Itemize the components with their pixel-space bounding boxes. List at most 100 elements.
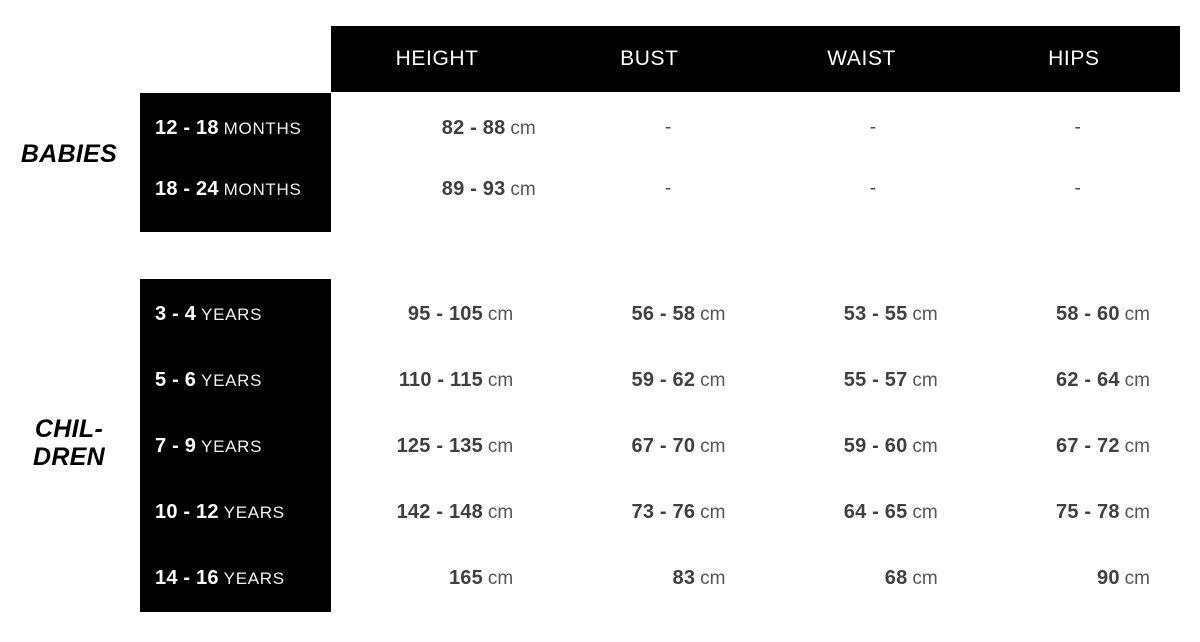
cell-value: 165 [448, 566, 483, 589]
group-name-children-line-2: DREN [32, 443, 106, 471]
cell-unit: cm [487, 567, 514, 589]
header-bar [331, 26, 1180, 92]
cell-height: 95 - 105 cm [331, 303, 543, 326]
row-label: 10 - 12 YEARS [140, 501, 331, 524]
cell-height: 82 - 88 cm [331, 117, 566, 140]
row-age-unit: YEARS [201, 370, 263, 390]
cell-value: 82 - 88 [441, 116, 506, 139]
cell-hips: - [975, 178, 1180, 200]
cell-value: 89 - 93 [441, 177, 506, 200]
cell-unit: cm [1124, 501, 1150, 523]
cell-bust: - [566, 178, 771, 200]
cell-waist: 55 - 57 cm [756, 369, 968, 392]
table-row: 10 - 12 YEARS 142 - 148 cm 73 - 76 cm 64 - … [140, 492, 1180, 532]
cell-value: 58 - 60 [1056, 302, 1120, 325]
cell-waist: 53 - 55 cm [756, 303, 968, 326]
row-age-value: 10 - 12 [155, 500, 219, 523]
cell-value: 83 [672, 566, 696, 589]
cell-value: - [869, 117, 877, 138]
cell-height: 142 - 148 cm [331, 501, 543, 524]
group-name-children-line-1: CHIL- [34, 415, 104, 443]
label-block-babies [140, 93, 331, 232]
cell-unit: cm [700, 303, 726, 325]
row-age-unit: YEARS [223, 568, 285, 588]
table-row: 14 - 16 YEARS 165 cm 83 cm 68 cm 90 cm [140, 558, 1180, 598]
cell-value: 67 - 70 [631, 434, 696, 457]
column-header-waist: WAIST [827, 47, 896, 70]
cell-unit: cm [700, 435, 726, 457]
row-label: 3 - 4 YEARS [140, 303, 331, 326]
cell-value: 67 - 72 [1056, 434, 1120, 457]
column-header-hips: HIPS [1048, 47, 1100, 70]
row-label: 14 - 16 YEARS [140, 567, 331, 590]
cell-value: 56 - 58 [631, 302, 696, 325]
cell-unit: cm [1124, 567, 1150, 589]
cell-value: 59 - 60 [843, 434, 908, 457]
cell-height: 110 - 115 cm [331, 369, 543, 392]
row-age-unit: YEARS [201, 304, 263, 324]
cell-value: 53 - 55 [843, 302, 908, 325]
cell-height: 125 - 135 cm [331, 435, 543, 458]
group-name-babies-line-1: BABIES [20, 140, 118, 168]
row-cells: 110 - 115 cm 59 - 62 cm 55 - 57 cm 62 - 64 c… [331, 360, 1180, 400]
cell-waist: - [771, 117, 976, 139]
cell-value: 73 - 76 [631, 500, 696, 523]
column-header-row: HEIGHT BUST WAIST HIPS [331, 26, 1180, 92]
cell-value: 90 [1097, 566, 1120, 589]
cell-unit: cm [487, 501, 514, 523]
cell-value: - [1074, 117, 1081, 138]
row-age-unit: MONTHS [223, 118, 302, 138]
cell-waist: 59 - 60 cm [756, 435, 968, 458]
cell-hips: - [975, 117, 1180, 139]
cell-unit: cm [1124, 303, 1150, 325]
cell-unit: cm [487, 435, 514, 457]
cell-hips: 67 - 72 cm [968, 435, 1180, 458]
cell-hips: 58 - 60 cm [968, 303, 1180, 326]
cell-unit: cm [487, 369, 514, 391]
cell-hips: 90 cm [968, 567, 1180, 590]
cell-waist: 68 cm [756, 567, 968, 590]
cell-unit: cm [700, 567, 726, 589]
cell-unit: cm [510, 178, 536, 200]
row-age-unit: MONTHS [223, 179, 302, 199]
row-cells: 165 cm 83 cm 68 cm 90 cm [331, 558, 1180, 598]
cell-waist: 64 - 65 cm [756, 501, 968, 524]
cell-bust: 83 cm [543, 567, 755, 590]
label-block-children [140, 279, 331, 612]
row-age-unit: YEARS [201, 436, 263, 456]
cell-unit: cm [912, 435, 938, 457]
cell-value: 125 - 135 [396, 434, 483, 457]
cell-value: - [1074, 178, 1081, 199]
cell-hips: 62 - 64 cm [968, 369, 1180, 392]
cell-bust: 59 - 62 cm [543, 369, 755, 392]
column-header-height: HEIGHT [395, 47, 479, 70]
table-row: 18 - 24 MONTHS 89 - 93 cm - - - [140, 169, 1180, 209]
cell-value: 142 - 148 [396, 500, 483, 523]
row-cells: 125 - 135 cm 67 - 70 cm 59 - 60 cm 67 - 72 c… [331, 426, 1180, 466]
cell-bust: 67 - 70 cm [543, 435, 755, 458]
table-row: 12 - 18 MONTHS 82 - 88 cm - - - [140, 108, 1180, 148]
row-age-value: 14 - 16 [155, 566, 219, 589]
row-label: 12 - 18 MONTHS [140, 117, 331, 140]
cell-unit: cm [510, 117, 536, 139]
cell-unit: cm [487, 303, 514, 325]
cell-value: 62 - 64 [1056, 368, 1120, 391]
group-name-babies: BABIES [0, 140, 138, 168]
cell-value: 68 [884, 566, 908, 589]
cell-height: 165 cm [331, 567, 543, 590]
row-label: 5 - 6 YEARS [140, 369, 331, 392]
cell-value: 55 - 57 [843, 368, 908, 391]
row-cells: 142 - 148 cm 73 - 76 cm 64 - 65 cm 75 - 78 c… [331, 492, 1180, 532]
cell-bust: - [566, 117, 771, 139]
row-cells: 95 - 105 cm 56 - 58 cm 53 - 55 cm 58 - 60 cm [331, 294, 1180, 334]
cell-unit: cm [1124, 369, 1150, 391]
cell-value: 64 - 65 [843, 500, 908, 523]
table-row: 7 - 9 YEARS 125 - 135 cm 67 - 70 cm 59 - 60… [140, 426, 1180, 466]
row-age-value: 7 - 9 [155, 434, 197, 457]
cell-value: 95 - 105 [407, 302, 483, 325]
row-age-value: 12 - 18 [155, 116, 219, 139]
cell-unit: cm [912, 501, 938, 523]
cell-value: - [664, 117, 672, 138]
row-cells: 89 - 93 cm - - - [331, 169, 1180, 209]
